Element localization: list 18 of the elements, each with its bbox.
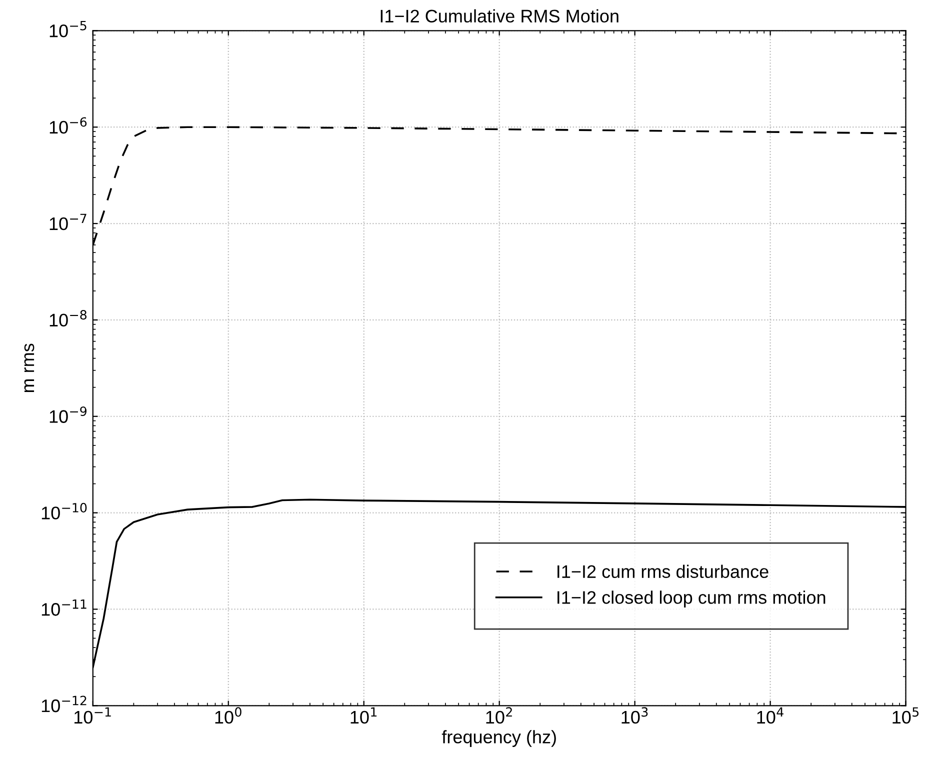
x-tick-label: 10$^{4}$ [757,707,784,724]
y-tick-label: 10$^{−11}$ [42,600,86,616]
x-tick-label: 10$^{3}$ [622,707,648,724]
y-tick-label: 10$^{−9}$ [50,406,86,423]
legend-label: I1−I2 cum rms disturbance [558,564,768,578]
x-axis-title: frequency (hz) [442,730,556,747]
y-tick-label: 10$^{−5}$ [50,20,86,38]
x-tick-label: 10$^{1}$ [350,707,377,724]
y-tick-label: 10$^{−7}$ [50,214,86,230]
legend-label: I1−I2 closed loop cum rms motion [558,590,826,608]
y-tick-label: 10$^{−8}$ [50,310,87,327]
x-tick-label: 10$^{2}$ [486,707,512,724]
x-tick-label: 10$^{0}$ [215,707,242,724]
chart-title: I1−I2 Cumulative RMS Motion [380,9,618,23]
y-axis-title: m rms [24,344,34,392]
y-tick-label: 10$^{−6}$ [50,117,87,134]
y-tick-label: 10$^{−10}$ [42,502,87,520]
x-tick-label: 10$^{5}$ [892,707,919,724]
